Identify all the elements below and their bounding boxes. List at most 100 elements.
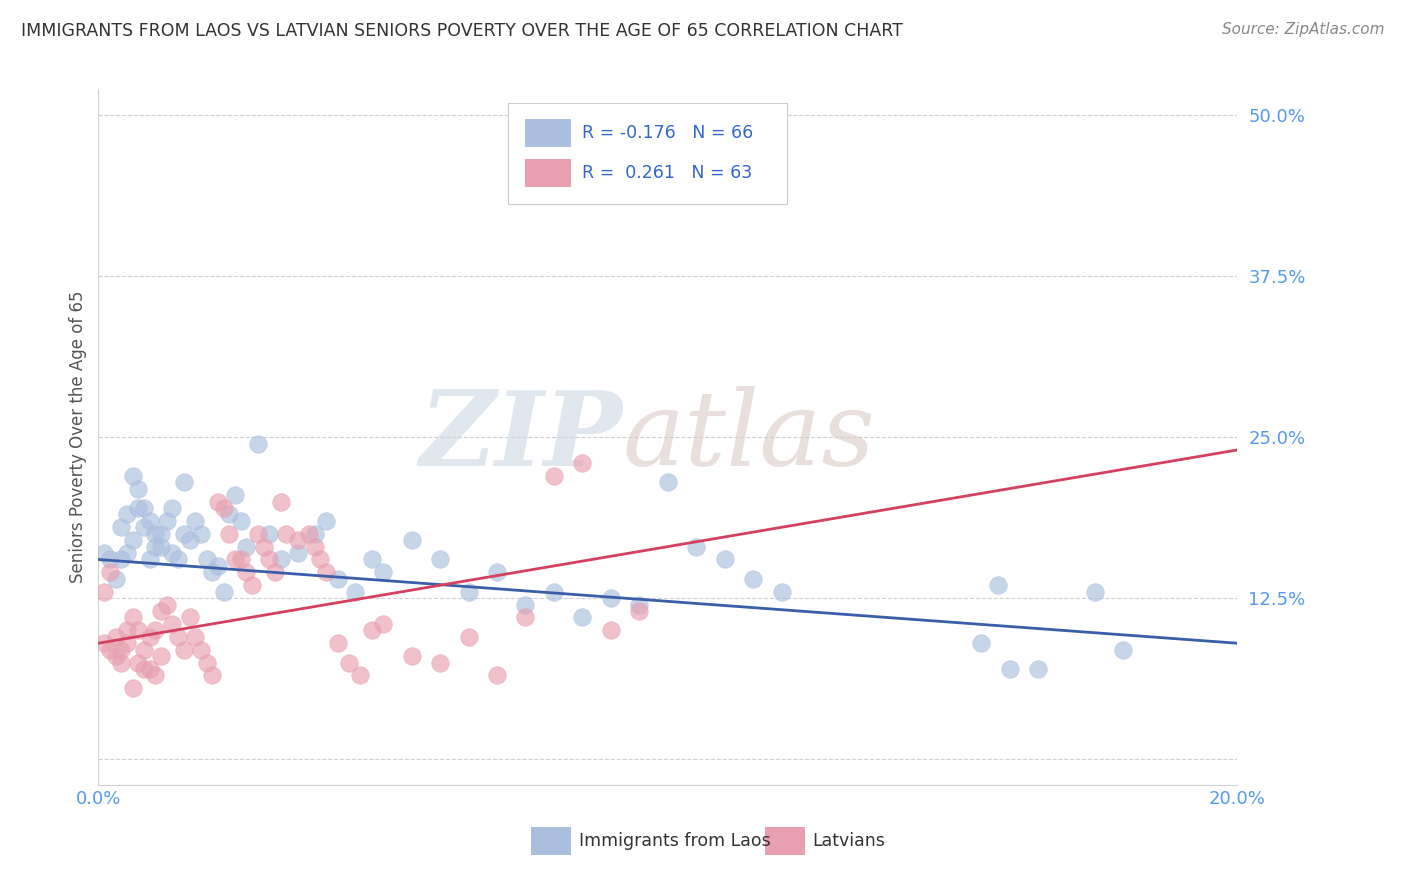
- Point: [150, 604, 173, 618]
- Point: [224, 552, 246, 566]
- Point: [252, 540, 274, 554]
- Point: [145, 624, 167, 638]
- Point: [1112, 642, 1135, 657]
- Point: [742, 572, 765, 586]
- Point: [486, 668, 509, 682]
- Point: [714, 552, 737, 566]
- Point: [190, 642, 212, 657]
- Point: [121, 610, 143, 624]
- Point: [486, 566, 509, 580]
- Point: [224, 488, 246, 502]
- Point: [212, 500, 235, 515]
- Point: [127, 500, 149, 515]
- Point: [264, 566, 287, 580]
- Point: [150, 649, 173, 664]
- Point: [173, 642, 195, 657]
- Point: [326, 636, 349, 650]
- Point: [156, 598, 179, 612]
- Point: [115, 546, 138, 560]
- Point: [138, 552, 160, 566]
- Point: [229, 514, 252, 528]
- Text: atlas: atlas: [623, 386, 875, 488]
- Point: [571, 610, 593, 624]
- Point: [173, 526, 195, 541]
- Point: [121, 468, 143, 483]
- Point: [287, 546, 309, 560]
- Point: [190, 526, 212, 541]
- Text: Immigrants from Laos: Immigrants from Laos: [579, 831, 770, 849]
- Point: [110, 656, 132, 670]
- Point: [184, 514, 207, 528]
- Point: [132, 662, 155, 676]
- Point: [457, 584, 479, 599]
- Point: [360, 552, 382, 566]
- Point: [304, 526, 326, 541]
- Point: [145, 668, 167, 682]
- Point: [373, 616, 395, 631]
- Text: R =  0.261   N = 63: R = 0.261 N = 63: [582, 164, 752, 182]
- Point: [127, 482, 149, 496]
- Point: [298, 526, 321, 541]
- Bar: [765, 827, 804, 855]
- Point: [173, 475, 195, 490]
- Point: [138, 630, 160, 644]
- Point: [987, 578, 1010, 592]
- Text: Latvians: Latvians: [813, 831, 886, 849]
- Point: [98, 566, 121, 580]
- Point: [270, 494, 292, 508]
- Point: [201, 566, 224, 580]
- Point: [132, 642, 155, 657]
- Point: [104, 630, 127, 644]
- Point: [115, 624, 138, 638]
- Point: [600, 591, 623, 606]
- Point: [349, 668, 371, 682]
- Text: Source: ZipAtlas.com: Source: ZipAtlas.com: [1222, 22, 1385, 37]
- Point: [218, 508, 240, 522]
- Point: [98, 552, 121, 566]
- Point: [600, 624, 623, 638]
- Point: [110, 520, 132, 534]
- Point: [207, 558, 229, 573]
- Point: [326, 572, 349, 586]
- Point: [276, 526, 298, 541]
- Point: [401, 649, 423, 664]
- Point: [184, 630, 207, 644]
- Point: [195, 656, 218, 670]
- Point: [360, 624, 382, 638]
- Point: [150, 526, 173, 541]
- FancyBboxPatch shape: [509, 103, 787, 204]
- Point: [628, 598, 651, 612]
- Point: [104, 649, 127, 664]
- Point: [127, 624, 149, 638]
- Point: [207, 494, 229, 508]
- Point: [127, 656, 149, 670]
- Y-axis label: Seniors Poverty Over the Age of 65: Seniors Poverty Over the Age of 65: [69, 291, 87, 583]
- Text: ZIP: ZIP: [419, 386, 623, 488]
- Bar: [526, 120, 571, 147]
- Point: [235, 540, 257, 554]
- Point: [212, 584, 235, 599]
- Point: [195, 552, 218, 566]
- Point: [98, 642, 121, 657]
- Point: [162, 616, 184, 631]
- Point: [145, 540, 167, 554]
- Point: [770, 584, 793, 599]
- Point: [121, 533, 143, 548]
- Point: [304, 540, 326, 554]
- Point: [970, 636, 993, 650]
- Point: [162, 500, 184, 515]
- Point: [259, 552, 281, 566]
- Point: [201, 668, 224, 682]
- Point: [259, 526, 281, 541]
- Point: [162, 546, 184, 560]
- Point: [156, 514, 179, 528]
- Point: [179, 610, 201, 624]
- Point: [110, 642, 132, 657]
- Bar: [531, 827, 571, 855]
- Point: [515, 598, 537, 612]
- Point: [1026, 662, 1049, 676]
- Point: [179, 533, 201, 548]
- Point: [121, 681, 143, 696]
- Point: [1084, 584, 1107, 599]
- Point: [571, 456, 593, 470]
